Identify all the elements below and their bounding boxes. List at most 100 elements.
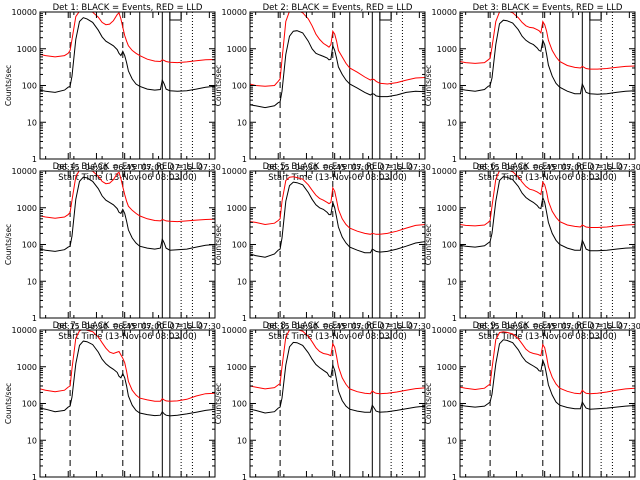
y-tick-label: 10: [447, 436, 457, 445]
y-tick-label: 100: [232, 82, 247, 91]
x-tick-label: 07:15: [380, 322, 403, 331]
x-tick-label: 07:30: [618, 163, 640, 172]
panel-title: Det 7: BLACK = Events, RED = LLD: [53, 321, 203, 331]
y-tick-label: 100: [232, 400, 247, 409]
y-tick-label: 10: [27, 436, 37, 445]
x-tick-label: 07:30: [618, 322, 640, 331]
y-tick-label: 1: [32, 155, 37, 164]
y-tick-label: 10000: [12, 167, 37, 176]
x-tick-label: 06:15: [477, 322, 500, 331]
x-tick-label: 07:15: [380, 163, 403, 172]
panel-grid: 1 10 100 1000 10000 06:15 06:30 06:45 07:00 07:15…: [4, 3, 640, 480]
x-tick-label: 06:30: [85, 163, 108, 172]
y-tick-label: 10000: [222, 167, 247, 176]
y-tick-label: 1: [32, 314, 37, 323]
series-lld-line: [460, 12, 635, 70]
y-tick-label: 10000: [432, 167, 457, 176]
x-tick-label: 06:45: [323, 322, 346, 331]
x-tick-label: 06:15: [57, 163, 80, 172]
plot-area: [40, 330, 215, 477]
y-axis-label: Counts/sec: [214, 65, 223, 106]
panel-det-6: 1 10 100 1000 10000 06:15 06:30 06:45 07:00 07:15…: [424, 162, 640, 342]
y-tick-label: 10: [447, 118, 457, 127]
x-axis-label: Start Time (13-Nov-06 08:03:00): [268, 332, 407, 342]
plot-area: [250, 12, 425, 159]
y-tick-label: 10: [27, 277, 37, 286]
y-tick-label: 1000: [227, 45, 247, 54]
series-lld-line: [40, 12, 215, 64]
series-events-line: [250, 30, 425, 109]
panel-det-8: 1 10 100 1000 10000 06:15 06:30 06:45 07:00 07:15…: [214, 321, 426, 480]
x-tick-label: 07:15: [590, 322, 613, 331]
y-axis-label: Counts/sec: [4, 224, 13, 265]
y-axis-label: Counts/sec: [214, 383, 223, 424]
x-tick-label: 06:30: [295, 322, 318, 331]
panel-title: Det 5: BLACK = Events, RED = LLD: [263, 162, 413, 172]
y-tick-label: 10: [237, 277, 247, 286]
x-tick-label: 06:15: [477, 163, 500, 172]
plot-area: [250, 171, 425, 318]
panel-det-5: 1 10 100 1000 10000 06:15 06:30 06:45 07:00 07:15…: [214, 162, 431, 342]
y-tick-label: 100: [22, 82, 37, 91]
y-tick-label: 10: [447, 277, 457, 286]
y-tick-label: 100: [442, 82, 457, 91]
x-tick-label: 07:30: [408, 163, 431, 172]
panel-title: Det 8: BLACK = Events, RED = LLD: [263, 321, 413, 331]
series-lld-line: [250, 330, 425, 395]
x-tick-label: 07:00: [351, 322, 374, 331]
panel-title: Det 2: BLACK = Events, RED = LLD: [263, 3, 413, 13]
y-tick-label: 1000: [437, 363, 457, 372]
x-tick-label: 06:15: [267, 322, 290, 331]
y-tick-label: 1: [242, 314, 247, 323]
panel-det-1: 1 10 100 1000 10000 06:15 06:30 06:45 07:00 07:15…: [4, 3, 221, 183]
y-tick-label: 1: [452, 473, 457, 480]
y-tick-label: 100: [442, 241, 457, 250]
panel-det-7: 1 10 100 1000 10000 06:15 06:30 06:45 07:00 07:15…: [4, 321, 216, 480]
x-tick-label: 07:30: [408, 322, 431, 331]
x-axis-label: Start Time (13-Nov-06 08:03:00): [58, 173, 197, 183]
y-tick-label: 1: [242, 155, 247, 164]
series-lld-line: [40, 171, 215, 223]
panel-title: Det 4: BLACK = Events, RED = LLD: [53, 162, 203, 172]
x-tick-label: 06:30: [295, 163, 318, 172]
y-tick-label: 1000: [437, 204, 457, 213]
series-events-line: [40, 176, 215, 252]
y-axis-label: Counts/sec: [424, 383, 433, 424]
y-tick-label: 1000: [17, 363, 37, 372]
x-tick-label: 06:15: [267, 163, 290, 172]
panel-title: Det 6: BLACK = Events, RED = LLD: [473, 162, 623, 172]
series-events-line: [460, 339, 635, 410]
panel-title: Det 1: BLACK = Events, RED = LLD: [53, 3, 203, 13]
y-tick-label: 10: [237, 118, 247, 127]
y-tick-label: 100: [22, 241, 37, 250]
y-tick-label: 1: [452, 314, 457, 323]
x-tick-label: 07:00: [351, 163, 374, 172]
x-tick-label: 07:15: [170, 163, 193, 172]
y-tick-label: 100: [442, 400, 457, 409]
x-tick-label: 06:30: [505, 163, 528, 172]
y-tick-label: 1000: [227, 204, 247, 213]
y-tick-label: 10000: [432, 326, 457, 335]
plot-area: [250, 330, 425, 477]
y-axis-label: Counts/sec: [4, 383, 13, 424]
y-tick-label: 10000: [222, 8, 247, 17]
x-axis-label: Start Time (13-Nov-06 08:03:00): [58, 332, 197, 342]
series-lld-line: [460, 171, 635, 228]
panel-det-2: 1 10 100 1000 10000 06:15 06:30 06:45 07:00 07:15…: [214, 3, 431, 183]
x-tick-label: 07:00: [561, 163, 584, 172]
x-tick-label: 06:30: [85, 322, 108, 331]
series-events-line: [250, 181, 425, 258]
panel-title: Det 9: BLACK = Events, RED = LLD: [473, 321, 623, 331]
y-tick-label: 10: [27, 118, 37, 127]
y-tick-label: 10000: [12, 326, 37, 335]
y-axis-label: Counts/sec: [424, 224, 433, 265]
series-events-line: [40, 340, 215, 417]
plot-area: [460, 171, 635, 318]
y-tick-label: 10000: [12, 8, 37, 17]
series-lld-line: [460, 331, 635, 395]
series-events-line: [460, 176, 635, 252]
y-tick-label: 1000: [17, 45, 37, 54]
x-tick-label: 06:30: [505, 322, 528, 331]
